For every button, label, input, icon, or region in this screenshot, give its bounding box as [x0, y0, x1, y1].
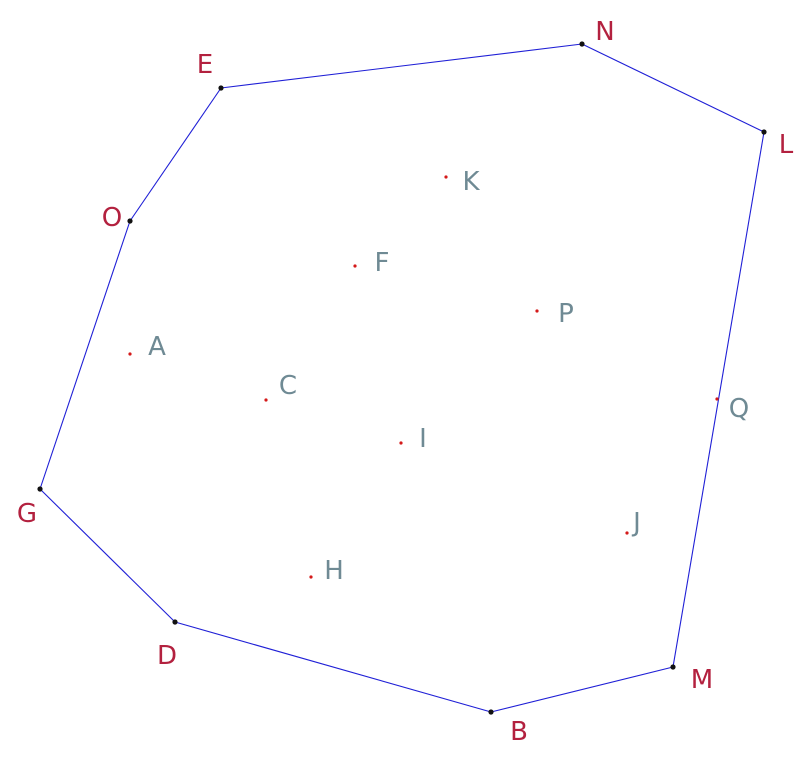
vertex-m [670, 664, 676, 670]
label-p: P [558, 299, 574, 329]
label-j: J [631, 508, 641, 538]
label-i: I [419, 424, 427, 454]
point-j [625, 531, 629, 535]
point-p [535, 309, 539, 313]
label-d: D [157, 641, 177, 671]
point-a [128, 352, 132, 356]
hull-edge-b-d [174, 621, 492, 713]
hull-edge-e-n [220, 43, 583, 89]
label-l: L [779, 130, 794, 160]
label-e: E [197, 50, 213, 80]
point-f [353, 264, 357, 268]
label-h: H [324, 556, 344, 586]
point-k [444, 175, 448, 179]
vertex-o [127, 218, 133, 224]
label-g: G [17, 499, 37, 529]
point-labels: E N L M B D G O K F P A C Q I J H [17, 17, 794, 747]
label-n: N [595, 17, 614, 47]
hull-edge-m-b [490, 666, 674, 713]
label-a: A [148, 332, 166, 362]
vertex-g [37, 486, 43, 492]
vertex-d [172, 619, 178, 625]
interior-points [128, 175, 719, 579]
hull-edge-n-l [581, 43, 765, 133]
label-k: K [462, 167, 480, 197]
hull-vertices [37, 41, 767, 715]
point-c [264, 398, 268, 402]
label-m: M [691, 665, 713, 695]
label-q: Q [729, 394, 749, 424]
hull-edges [39, 43, 765, 713]
label-f: F [375, 248, 390, 278]
hull-edge-o-e [129, 87, 222, 222]
vertex-b [488, 709, 494, 715]
vertex-l [761, 129, 767, 135]
point-i [399, 441, 403, 445]
vertex-e [218, 85, 224, 91]
point-h [309, 575, 313, 579]
hull-edge-g-o [39, 220, 131, 490]
label-c: C [279, 371, 297, 401]
label-o: O [102, 203, 122, 233]
label-b: B [510, 717, 528, 747]
vertex-n [579, 41, 585, 47]
point-q [715, 397, 719, 401]
hull-edge-d-g [39, 488, 176, 623]
